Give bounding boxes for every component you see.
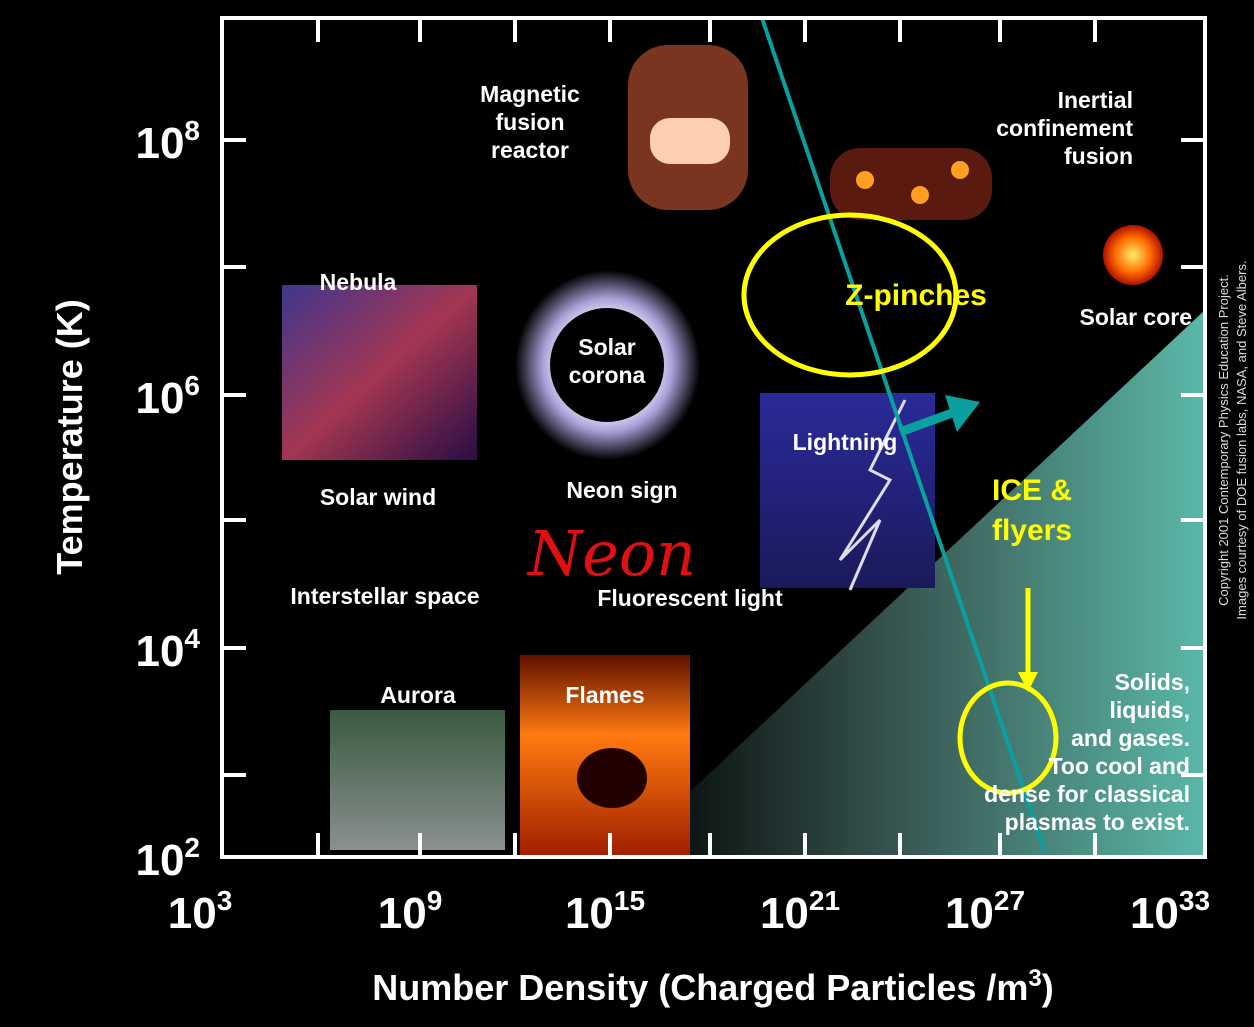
tick-exp: 27 xyxy=(994,885,1025,916)
tick-exp: 4 xyxy=(184,623,200,654)
region-label: Solar core xyxy=(1080,304,1193,330)
y-tick-label: 108 xyxy=(135,115,200,168)
tick-base: 10 xyxy=(135,119,184,168)
x-tick-label: 1021 xyxy=(760,885,840,938)
region-label: and gases. xyxy=(1071,725,1190,751)
annotation: ICE & xyxy=(992,474,1072,507)
region-label: fusion xyxy=(496,109,565,135)
region-label: reactor xyxy=(491,137,569,163)
region-label: Aurora xyxy=(380,682,456,708)
region-label: Inertial xyxy=(1058,87,1133,113)
region-label: Lightning xyxy=(793,429,898,455)
region-label: Magnetic xyxy=(480,81,580,107)
x-tick-label: 109 xyxy=(378,885,443,938)
tick-base: 10 xyxy=(378,889,427,938)
tick-exp: 8 xyxy=(184,115,200,146)
x-tick-label: 1027 xyxy=(945,885,1025,938)
region-label: liquids, xyxy=(1110,697,1191,723)
region-label: Neon xyxy=(526,517,696,590)
annotation: flyers xyxy=(992,514,1072,547)
x-axis-label-exp: 3 xyxy=(1028,965,1041,992)
region-label: Solar wind xyxy=(320,484,436,510)
tick-base: 10 xyxy=(168,889,217,938)
tick-base: 10 xyxy=(945,889,994,938)
tick-exp: 9 xyxy=(427,885,443,916)
tick-exp: 15 xyxy=(614,885,645,916)
region-label: Nebula xyxy=(320,269,397,295)
y-tick-label: 104 xyxy=(135,623,200,676)
region-label: plasmas to exist. xyxy=(1005,809,1190,835)
region-label: Too cool and xyxy=(1049,753,1190,779)
region-label: corona xyxy=(569,362,646,388)
artwork xyxy=(220,16,1207,859)
region-label: Interstellar space xyxy=(290,583,479,609)
region-label: Flames xyxy=(565,682,644,708)
x-tick-label: 1033 xyxy=(1130,885,1210,938)
copyright: Images courtesy of DOE fusion labs, NASA… xyxy=(1234,260,1249,619)
y-tick-label: 102 xyxy=(135,832,200,885)
region-label: fusion xyxy=(1064,143,1133,169)
region-label: dense for classical xyxy=(984,781,1190,807)
x-axis-label-end: ) xyxy=(1042,967,1054,1008)
tick-exp: 6 xyxy=(184,370,200,401)
x-axis-label-main: Number Density (Charged Particles /m xyxy=(372,967,1028,1008)
tick-base: 10 xyxy=(135,627,184,676)
x-tick-label: 103 xyxy=(168,885,233,938)
region-label: Solids, xyxy=(1115,669,1190,695)
tick-base: 10 xyxy=(1130,889,1179,938)
copyright: Copyright 2001 Contemporary Physics Educ… xyxy=(1216,274,1231,606)
tick-base: 10 xyxy=(135,836,184,885)
tick-base: 10 xyxy=(760,889,809,938)
region-label: Fluorescent light xyxy=(597,585,783,611)
tick-exp: 21 xyxy=(809,885,840,916)
y-axis-label: Temperature (K) xyxy=(49,299,90,574)
region-label: Solar xyxy=(578,334,636,360)
y-tick-label: 106 xyxy=(135,370,200,423)
tick-base: 10 xyxy=(135,374,184,423)
annotation: Z-pinches xyxy=(845,279,987,312)
tick-exp: 2 xyxy=(184,832,200,863)
region-label: confinement xyxy=(996,115,1133,141)
x-axis-label: Number Density (Charged Particles /m3) xyxy=(372,965,1054,1008)
x-tick-label: 1015 xyxy=(565,885,645,938)
tick-exp: 3 xyxy=(217,885,233,916)
region-label: Neon sign xyxy=(566,477,677,503)
tick-exp: 33 xyxy=(1179,885,1210,916)
tick-base: 10 xyxy=(565,889,614,938)
